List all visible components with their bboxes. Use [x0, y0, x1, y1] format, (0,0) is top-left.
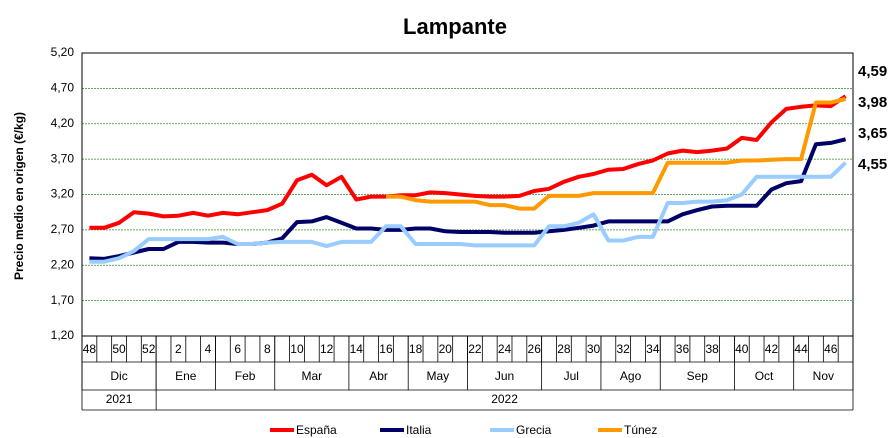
x-tick-label: 22 [468, 342, 482, 356]
y-tick-label: 5,20 [51, 45, 75, 59]
x-tick-label: 42 [765, 342, 779, 356]
x-tick-label: 38 [705, 342, 719, 356]
year-label: 2022 [491, 392, 518, 406]
y-tick-label: 2,20 [51, 257, 75, 271]
x-tick-label: 28 [557, 342, 571, 356]
y-tick-label: 2,70 [51, 222, 75, 236]
x-tick-label: 48 [83, 342, 97, 356]
month-label: Mar [301, 369, 322, 383]
x-tick-label: 34 [646, 342, 660, 356]
x-tick-label: 24 [498, 342, 512, 356]
legend-label: Túnez [624, 423, 657, 437]
end-value-label: 4,55 [858, 156, 887, 173]
month-label: Dic [110, 369, 127, 383]
x-tick-label: 52 [142, 342, 156, 356]
x-tick-label: 32 [617, 342, 631, 356]
y-tick-label: 3,20 [51, 187, 75, 201]
month-label: Sep [687, 369, 709, 383]
month-label: Feb [235, 369, 256, 383]
legend-label: Grecia [516, 423, 552, 437]
x-tick-label: 4 [205, 342, 212, 356]
chart-title: Lampante [403, 14, 507, 39]
x-tick-label: 50 [112, 342, 126, 356]
month-label: Oct [755, 369, 774, 383]
x-tick-label: 10 [290, 342, 304, 356]
month-label: Ene [175, 369, 197, 383]
y-axis-label: Precio medio en origen (€/kg) [12, 112, 26, 280]
x-tick-label: 46 [824, 342, 838, 356]
x-tick-label: 2 [175, 342, 182, 356]
x-tick-label: 20 [439, 342, 453, 356]
x-tick-label: 30 [587, 342, 601, 356]
x-tick-label: 18 [409, 342, 423, 356]
end-value-label: 3,98 [858, 94, 887, 111]
y-tick-label: 4,20 [51, 116, 75, 130]
month-label: Nov [813, 369, 834, 383]
x-tick-label: 14 [350, 342, 364, 356]
month-label: May [427, 369, 450, 383]
y-tick-label: 4,70 [51, 81, 75, 95]
series-line [89, 161, 847, 264]
year-label: 2021 [106, 392, 133, 406]
end-value-label: 3,65 [858, 125, 887, 142]
month-label: Jun [495, 369, 514, 383]
month-label: Abr [369, 369, 388, 383]
y-tick-label: 1,20 [51, 328, 75, 342]
x-tick-label: 26 [528, 342, 542, 356]
series-line [386, 97, 847, 211]
month-label: Jul [564, 369, 579, 383]
x-tick-label: 36 [676, 342, 690, 356]
legend-label: España [296, 423, 337, 437]
series-line [89, 137, 847, 261]
y-tick-label: 1,70 [51, 293, 75, 307]
legend-label: Italia [406, 423, 432, 437]
x-tick-label: 44 [794, 342, 808, 356]
month-label: Ago [620, 369, 642, 383]
end-value-label: 4,59 [858, 63, 887, 80]
x-tick-label: 12 [320, 342, 334, 356]
x-tick-label: 8 [264, 342, 271, 356]
x-tick-label: 40 [735, 342, 749, 356]
series-line [89, 94, 847, 230]
x-tick-label: 6 [234, 342, 241, 356]
y-tick-label: 3,70 [51, 151, 75, 165]
x-tick-label: 16 [379, 342, 393, 356]
